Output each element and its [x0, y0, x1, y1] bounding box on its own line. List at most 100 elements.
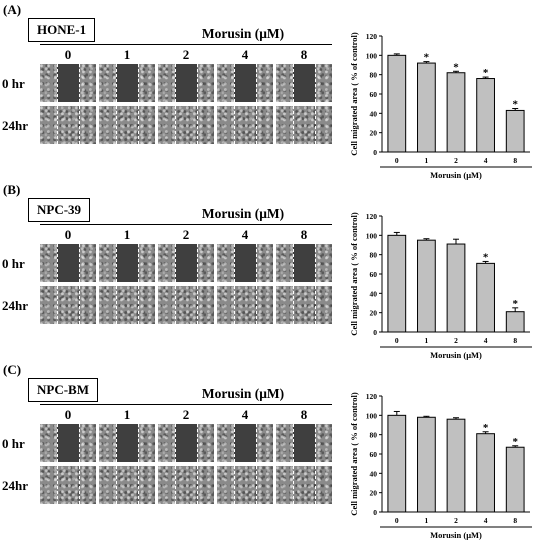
x-tick-label: 0	[395, 156, 399, 165]
wound-edge-line	[116, 244, 117, 282]
panel-letter: (B)	[3, 182, 21, 197]
wound-edge-line	[315, 466, 316, 504]
wound-edge-line	[256, 64, 257, 102]
wound-edge-line	[293, 244, 294, 282]
x-tick-label: 2	[454, 336, 458, 345]
bar	[505, 446, 525, 513]
bar	[476, 78, 495, 153]
bar	[505, 311, 525, 333]
bar	[387, 54, 407, 153]
drug-title: Morusin (μM)	[201, 206, 285, 221]
wound-image	[276, 286, 332, 324]
y-tick-label: 20	[370, 489, 378, 498]
bar	[446, 243, 466, 333]
x-tick-label: 1	[425, 156, 429, 165]
wound-edge-line	[234, 64, 235, 102]
y-tick-label: 80	[370, 431, 378, 440]
y-axis-label: Cell migrated area ( % of control)	[349, 392, 359, 516]
time-label: 0 hr	[2, 256, 25, 271]
wound-image	[276, 424, 332, 462]
x-axis-label: Morusin (μM)	[430, 350, 482, 360]
wound-gap	[293, 64, 315, 102]
bar-chart: 0 20 40 60 80 100 120 0 1 2 * 4 * 8 Morusin (μM) Cell m…	[349, 392, 532, 540]
wound-edge-line	[197, 244, 198, 282]
wound-edge-line	[175, 64, 176, 102]
wound-edge-line	[57, 424, 58, 462]
wound-edge-line	[175, 286, 176, 324]
wound-gap	[116, 424, 138, 462]
wound-edge-line	[256, 286, 257, 324]
x-tick-label: 1	[425, 336, 429, 345]
y-tick-label: 20	[370, 309, 378, 318]
wound-edge-line	[293, 424, 294, 462]
significance-marker: *	[483, 251, 489, 263]
wound-edge-line	[197, 424, 198, 462]
significance-marker: *	[512, 99, 518, 111]
bar	[446, 72, 466, 153]
x-tick-label: 4	[484, 516, 488, 525]
time-label: 24hr	[2, 118, 28, 133]
cell-line-label: NPC-39	[28, 198, 91, 222]
wound-gap	[57, 424, 79, 462]
wound-edge-line	[175, 466, 176, 504]
wound-edge-line	[197, 466, 198, 504]
drug-title: Morusin (μM)	[201, 26, 285, 41]
x-tick-label: 0	[395, 516, 399, 525]
x-tick-label: 1	[425, 516, 429, 525]
dose-label: 4	[241, 47, 249, 62]
dose-label: 0	[64, 47, 72, 62]
wound-gap	[293, 244, 315, 282]
wound-gap	[57, 244, 79, 282]
x-tick-label: 0	[395, 336, 399, 345]
y-tick-label: 0	[373, 148, 377, 157]
wound-edge-line	[116, 466, 117, 504]
wound-edge-line	[256, 424, 257, 462]
wound-image	[217, 424, 273, 462]
y-tick-label: 40	[370, 109, 378, 118]
dose-label: 8	[300, 227, 308, 242]
panel-letter: (A)	[3, 2, 22, 17]
bar	[505, 109, 525, 153]
wound-edge-line	[57, 466, 58, 504]
bar	[476, 433, 495, 513]
wound-edge-line	[57, 64, 58, 102]
y-tick-label: 80	[370, 251, 378, 260]
wound-image	[217, 64, 273, 102]
significance-marker: *	[424, 52, 430, 64]
time-label: 0 hr	[2, 76, 25, 91]
wound-edge-line	[256, 106, 257, 144]
wound-edge-line	[175, 106, 176, 144]
wound-image	[158, 286, 214, 324]
panel-1: (B) NPC-39 Morusin (μM) 0 1 2 4 8 0 hr 24hr 0 20 40 6…	[0, 182, 550, 362]
wound-gap	[175, 244, 197, 282]
wound-edge-line	[234, 286, 235, 324]
bar	[387, 414, 407, 513]
wound-edge-line	[138, 64, 139, 102]
x-tick-label: 4	[484, 156, 488, 165]
wound-image	[99, 244, 155, 282]
dose-label: 2	[182, 227, 190, 242]
dose-label: 2	[182, 47, 190, 62]
wound-image	[276, 244, 332, 282]
wound-image	[40, 106, 96, 144]
bar	[446, 418, 466, 513]
wound-edge-line	[315, 244, 316, 282]
significance-marker: *	[453, 61, 459, 73]
cell-line-label: HONE-1	[28, 18, 96, 42]
wound-edge-line	[57, 244, 58, 282]
wound-edge-line	[197, 106, 198, 144]
dose-label: 0	[64, 227, 72, 242]
x-axis-label: Morusin (μM)	[430, 170, 482, 180]
bar-chart: 0 20 40 60 80 100 120 0 * 1 * 2 * 4 * 8 Morusin (μM) Cell…	[349, 32, 532, 180]
y-tick-label: 100	[366, 51, 378, 60]
wound-gap	[234, 64, 256, 102]
dose-label: 1	[123, 407, 131, 422]
y-tick-label: 60	[370, 90, 378, 99]
wound-edge-line	[79, 244, 80, 282]
wound-edge-line	[79, 286, 80, 324]
wound-gap	[116, 244, 138, 282]
y-axis-label: Cell migrated area ( % of control)	[349, 32, 359, 156]
wound-image	[99, 286, 155, 324]
wound-edge-line	[116, 424, 117, 462]
x-tick-label: 4	[484, 336, 488, 345]
